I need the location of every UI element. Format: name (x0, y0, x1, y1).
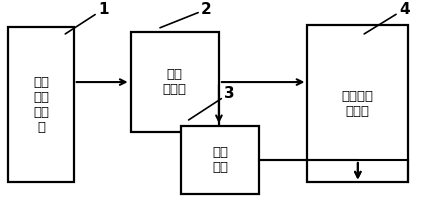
Text: 1: 1 (65, 2, 108, 34)
Text: 2: 2 (160, 2, 212, 28)
Text: 4: 4 (364, 2, 410, 34)
Bar (307, 25, 408, 183)
Text: 全波
整流桥: 全波 整流桥 (163, 68, 187, 96)
Bar (131, 32, 219, 132)
Text: 偏置
电路: 偏置 电路 (212, 146, 228, 174)
Text: 压电
能量
收集
器: 压电 能量 收集 器 (33, 76, 49, 134)
Text: 有源二极
管电路: 有源二极 管电路 (342, 90, 374, 118)
Bar (8, 27, 74, 183)
Bar (181, 126, 259, 194)
Text: 3: 3 (189, 86, 235, 120)
